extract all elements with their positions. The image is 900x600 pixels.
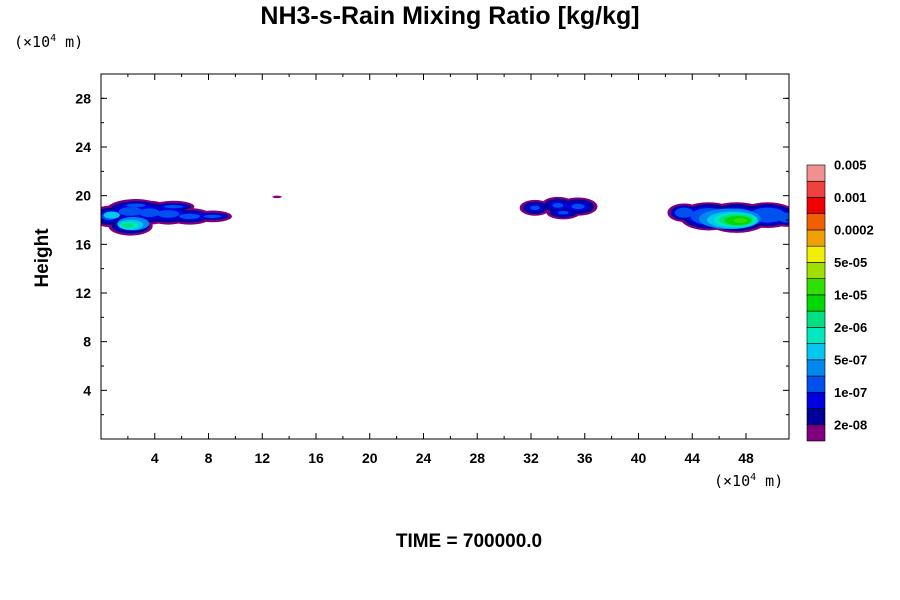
- cloud-contour-level-4: [139, 208, 160, 218]
- y-tick-label: 4: [83, 382, 91, 398]
- cloud-contour-level-4: [557, 210, 569, 215]
- colorbar-swatch: [806, 245, 826, 263]
- colorbar-label: 1e-07: [834, 385, 867, 400]
- colorbar-swatch: [806, 213, 826, 231]
- cloud-contour-level-4: [163, 204, 184, 209]
- y-tick-label: 12: [75, 285, 91, 301]
- cloud-contour-level-6: [103, 211, 120, 219]
- colorbar-swatch: [806, 262, 826, 279]
- cloud-contour-level-4: [126, 203, 146, 208]
- cloud-contour-level-4: [118, 207, 143, 216]
- cloud-contour-level-4: [530, 205, 540, 210]
- colorbar-swatch: [806, 327, 826, 344]
- y-tick-label: 20: [75, 188, 91, 204]
- cloud-contour-level-4: [552, 203, 564, 208]
- x-tick-label: 40: [631, 450, 647, 466]
- colorbar-swatch: [806, 310, 826, 328]
- x-tick-label: 28: [469, 450, 485, 466]
- colorbar-swatch: [806, 343, 826, 361]
- y-tick-label: 8: [83, 334, 91, 350]
- colorbar-label: 5e-07: [834, 352, 867, 367]
- colorbar-label: 2e-06: [834, 320, 867, 335]
- x-tick-label: 44: [684, 450, 700, 466]
- time-stamp: TIME = 700000.0: [395, 531, 543, 552]
- colorbar-swatch: [806, 359, 826, 377]
- plot-frame: [100, 73, 790, 440]
- colorbar-swatch: [806, 375, 826, 393]
- colorbar-label: 5e-05: [834, 255, 867, 270]
- cloud-contour-level-4: [674, 207, 694, 218]
- x-axis-unit: (×104 m): [714, 472, 784, 490]
- colorbar-swatch: [806, 424, 826, 442]
- x-tick-label: 16: [308, 450, 324, 466]
- colorbar-swatch: [806, 180, 826, 198]
- y-tick-label: 24: [75, 139, 91, 155]
- colorbar-label: 2e-08: [834, 417, 867, 432]
- x-tick-label: 24: [416, 450, 432, 466]
- cloud-contour-level-1: [272, 195, 282, 199]
- colorbar-label: 0.001: [834, 190, 867, 205]
- colorbar: 2e-08 1e-07 5e-07 2e-06 1e-05 5e-05 0.0002 0.00…: [806, 158, 874, 442]
- y-tick-label: 28: [75, 90, 91, 106]
- cloud-contour-level-4: [179, 213, 201, 220]
- colorbar-label: 1e-05: [834, 287, 867, 302]
- x-tick-label: 8: [205, 450, 213, 466]
- x-tick-label: 36: [577, 450, 593, 466]
- cloud-contour-level-4: [571, 204, 585, 210]
- x-tick-label: 12: [254, 450, 270, 466]
- colorbar-swatch: [806, 229, 826, 247]
- x-tick-label: 4: [151, 450, 159, 466]
- cloud-contour-level-4: [157, 210, 180, 218]
- colorbar-label: 0.0002: [834, 222, 874, 237]
- x-tick-label: 48: [738, 450, 754, 466]
- x-tick-label: 20: [362, 450, 378, 466]
- cloud-contour-level-4: [777, 212, 789, 223]
- cloud-contour-level-8: [121, 223, 134, 228]
- y-tick-label: 16: [75, 236, 91, 252]
- colorbar-swatch: [806, 391, 826, 409]
- data-field: [101, 195, 789, 236]
- colorbar-label: 0.005: [834, 158, 867, 173]
- y-axis-unit: (×104 m): [14, 33, 84, 51]
- x-tick-label: 32: [523, 450, 539, 466]
- colorbar-swatch: [806, 164, 826, 182]
- colorbar-swatch: [806, 408, 826, 426]
- colorbar-swatch: [806, 197, 826, 215]
- cloud-contour-level-10: [733, 218, 748, 224]
- colorbar-swatch: [806, 294, 826, 312]
- chart-title: NH3-s-Rain Mixing Ratio [kg/kg]: [260, 2, 640, 30]
- colorbar-swatch: [806, 278, 826, 296]
- cloud-contour-level-4: [203, 214, 222, 218]
